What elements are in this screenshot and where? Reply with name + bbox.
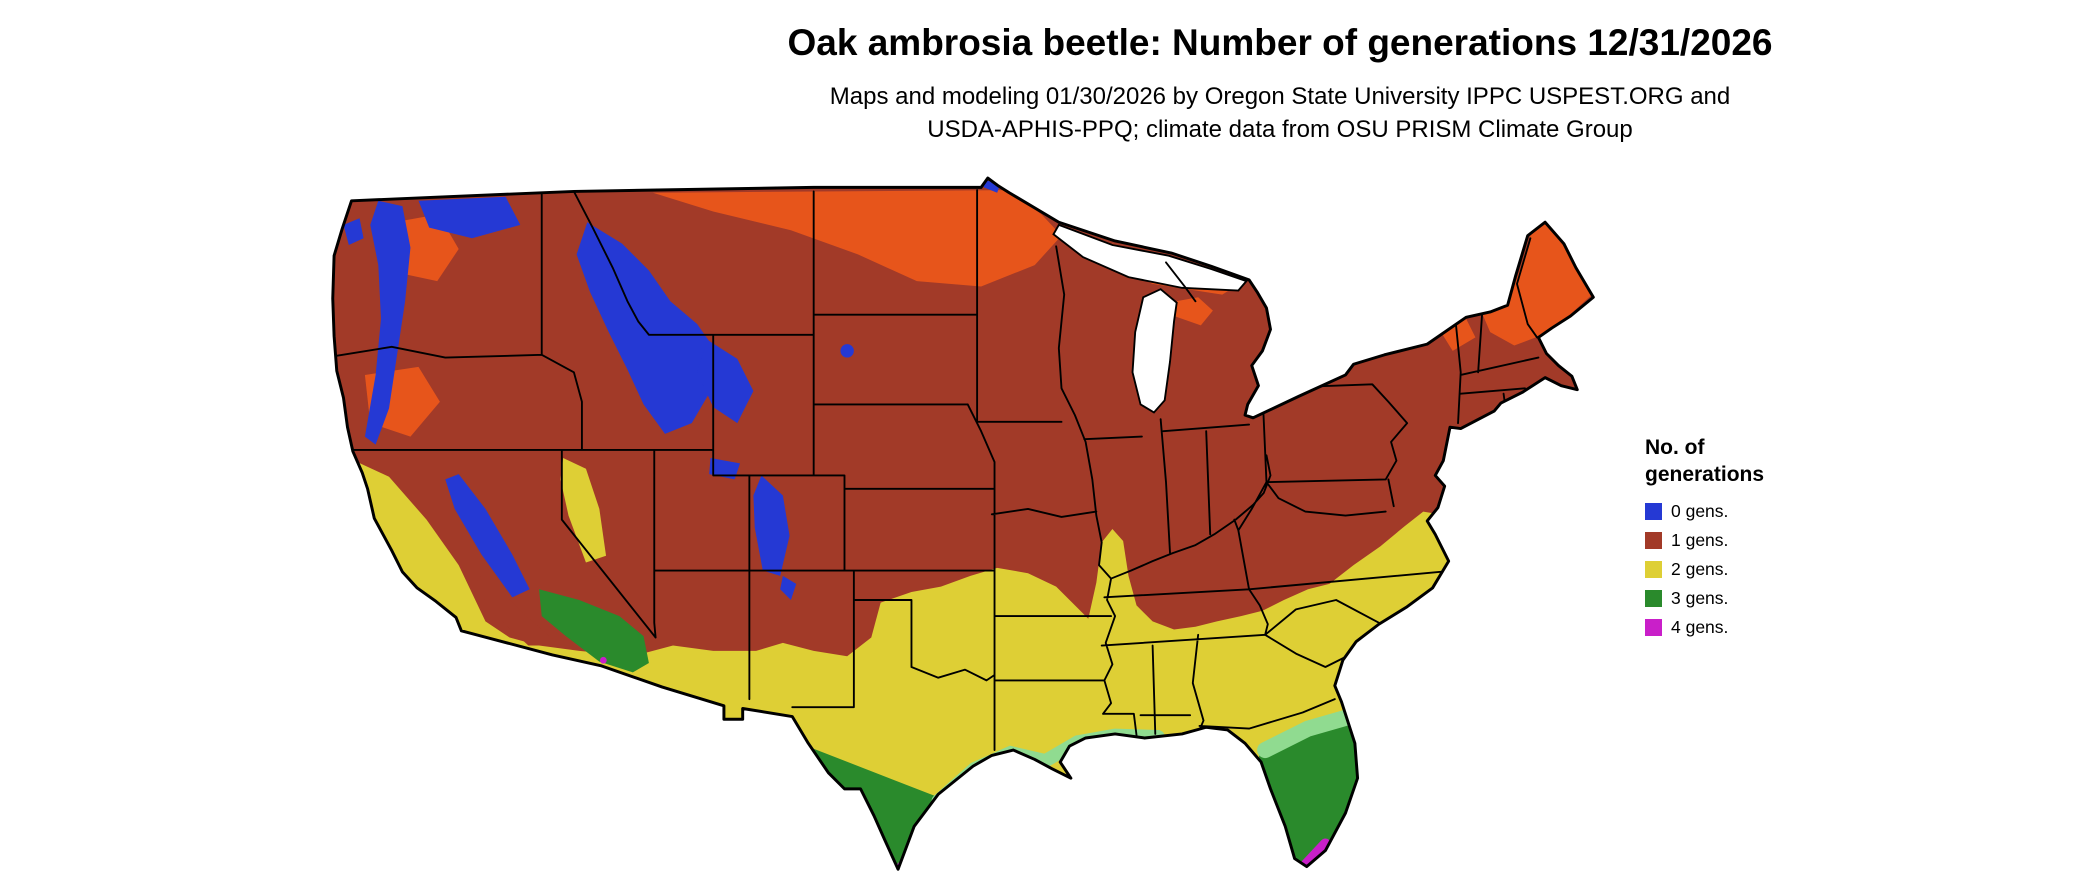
legend-item: 0 gens.: [1645, 501, 1865, 522]
region-northern-lower-michigan-orange: [1168, 297, 1213, 326]
header: Oak ambrosia beetle: Number of generatio…: [430, 22, 2100, 146]
region-maine-new-england-orange: [1482, 222, 1592, 346]
map-svg: [331, 176, 1595, 880]
legend-swatch: [1645, 560, 1662, 578]
region-4-generations-florida-tip: [1299, 838, 1331, 870]
legend-label: 3 gens.: [1671, 587, 1729, 608]
legend-title-line-1: No. of: [1645, 436, 1705, 459]
region-0-generations-olympics: [343, 218, 364, 245]
legend-swatch: [1645, 618, 1662, 636]
legend-swatch: [1645, 531, 1662, 549]
subtitle-line-2: USDA-APHIS-PPQ; climate data from OSU PR…: [927, 116, 1633, 144]
legend-item: 3 gens.: [1645, 588, 1865, 609]
state-boundaries: [333, 189, 1540, 751]
region-4-generations-yuma: [600, 656, 607, 664]
legend-title: No. of generations: [1645, 434, 1865, 489]
legend-label: 1 gens.: [1671, 529, 1729, 550]
region-4-generations-florida-keys-2: [1310, 873, 1317, 880]
map-subtitle: Maps and modeling 01/30/2026 by Oregon S…: [430, 80, 2100, 146]
us-generations-map: [311, 174, 1595, 884]
us-outline: [331, 176, 1595, 871]
legend-label: 2 gens.: [1671, 558, 1729, 579]
legend-item: 1 gens.: [1645, 530, 1865, 551]
legend: No. of generations 0 gens. 1 gens. 2 gens.…: [1645, 434, 1865, 646]
legend-label: 0 gens.: [1671, 500, 1729, 521]
region-northern-plains-orange: [652, 190, 1062, 287]
region-0-generations-sierra-nevada: [445, 474, 530, 598]
region-0-generations-north-washington: [418, 196, 521, 239]
lake-michigan: [1131, 288, 1178, 414]
legend-swatch: [1645, 589, 1662, 607]
region-0-generations-black-hills: [840, 344, 854, 358]
region-0-generations-uinta: [709, 458, 740, 480]
region-0-generations-new-mexico-mountains: [780, 575, 797, 600]
region-0-generations-cascades: [364, 200, 411, 445]
region-central-florida-light-green: [1257, 709, 1354, 759]
region-3-generations-southern-arizona: [539, 589, 649, 673]
region-0-generations-northern-rockies: [576, 222, 716, 434]
region-0-generations-yellowstone-wind-river: [697, 340, 754, 424]
subtitle-line-1: Maps and modeling 01/30/2026 by Oregon S…: [829, 83, 1731, 110]
map-title: Oak ambrosia beetle: Number of generatio…: [787, 22, 1773, 63]
lake-superior: [1052, 223, 1248, 292]
legend-label: 4 gens.: [1671, 616, 1729, 637]
legend-item: 2 gens.: [1645, 559, 1865, 580]
region-0-generations-lake-of-the-woods: [983, 179, 1000, 193]
region-mojave-red: [474, 573, 561, 646]
region-0-generations-colorado-rockies: [753, 475, 790, 576]
legend-title-line-2: generations: [1645, 463, 1765, 487]
legend-items: 0 gens. 1 gens. 2 gens. 3 gens. 4 gens.: [1645, 501, 1865, 638]
legend-item: 4 gens.: [1645, 617, 1865, 638]
region-4-generations-florida-keys: [1295, 871, 1303, 879]
legend-swatch: [1645, 502, 1662, 520]
region-2-generations-west-nevada: [560, 458, 607, 563]
